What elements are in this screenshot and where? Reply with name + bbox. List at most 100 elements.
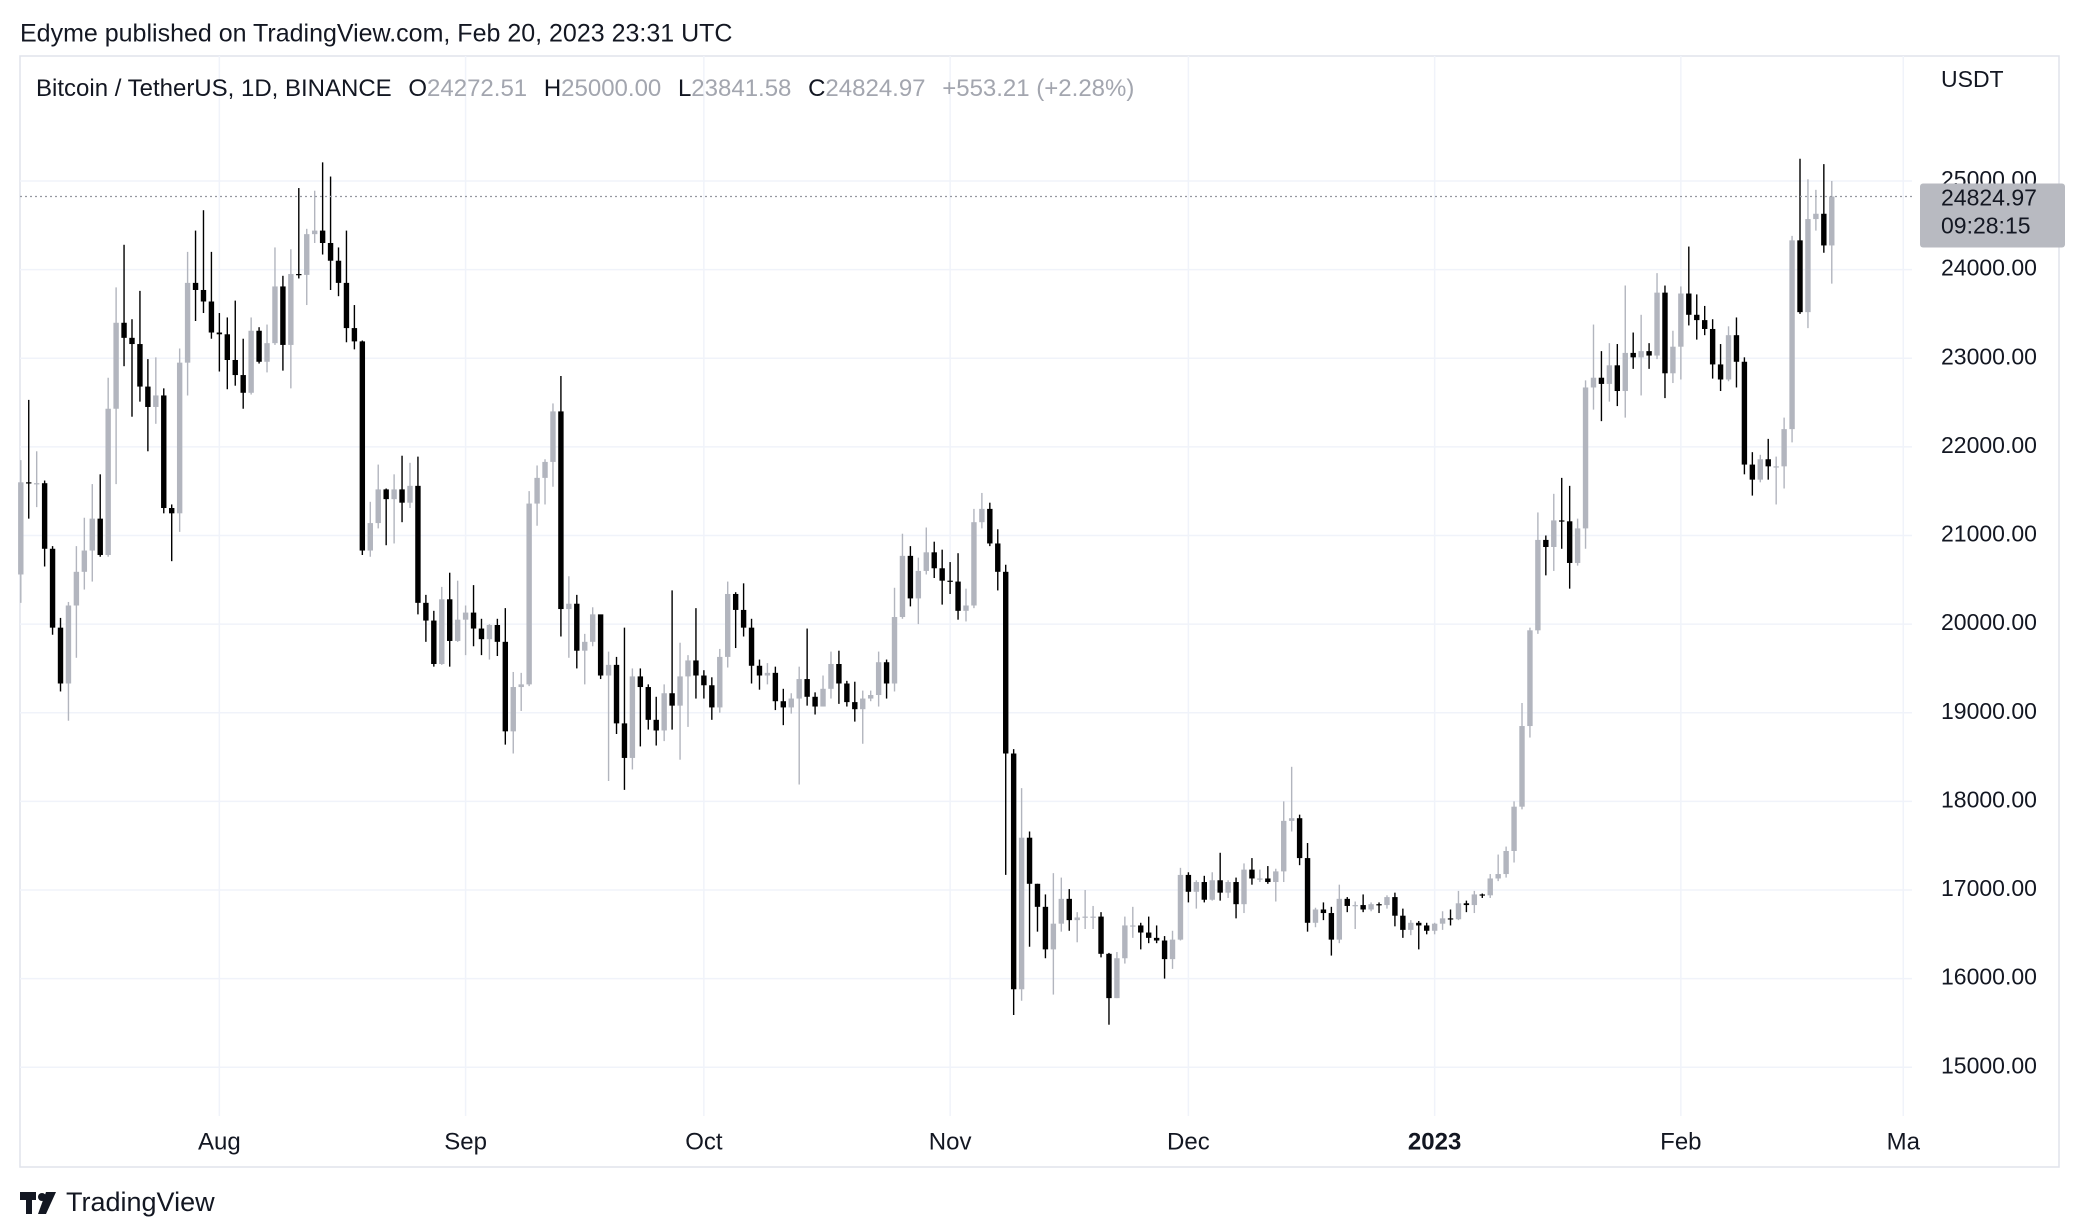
ohlc-key: L — [678, 75, 691, 102]
candle-body — [391, 489, 397, 500]
candle-body — [1114, 958, 1120, 999]
candle-body — [1598, 377, 1605, 384]
candle-body — [709, 685, 715, 708]
candle-body — [1003, 571, 1009, 754]
y-tick-label: 20000.00 — [1941, 609, 2037, 635]
candle-body — [343, 282, 350, 329]
candle-body — [1535, 539, 1541, 631]
candle-body — [526, 503, 532, 685]
candle-body — [272, 286, 278, 344]
candle-body — [1455, 903, 1462, 920]
candle-body — [399, 489, 405, 503]
candle-body — [1416, 922, 1422, 926]
candle-body — [1233, 882, 1239, 905]
candle-body — [1503, 851, 1509, 875]
candle-body — [1662, 292, 1668, 374]
candle-body — [693, 660, 699, 676]
candle-body — [923, 552, 929, 571]
candle-body — [1511, 806, 1517, 851]
unit-backdrop — [1914, 60, 2058, 102]
legend-line: Bitcoin / TetherUS, 1D, BINANCE O24272.5… — [36, 75, 1134, 102]
candle-body — [1614, 365, 1621, 392]
candle-body — [153, 395, 159, 407]
y-tick-label: 16000.00 — [1941, 964, 2037, 990]
candle-body — [1447, 918, 1454, 920]
candle-body — [1193, 882, 1200, 892]
candle-body — [423, 602, 429, 621]
candle-body — [677, 676, 683, 706]
candle-body — [137, 344, 143, 387]
candle-body — [971, 522, 977, 606]
candle-body — [1471, 894, 1478, 906]
x-tick-label: 2023 — [1408, 1128, 1461, 1155]
candle-body — [311, 230, 318, 235]
candle-body — [216, 332, 223, 335]
candle-body — [1559, 520, 1565, 522]
candle-body — [582, 641, 588, 651]
candle-body — [1423, 925, 1430, 931]
candle-body — [169, 508, 175, 514]
candle-body — [804, 679, 810, 697]
candle-body — [248, 330, 254, 393]
candle-body — [1352, 905, 1358, 907]
candle-body — [1590, 377, 1597, 388]
candle-body — [502, 641, 509, 732]
candle-body — [1543, 539, 1549, 548]
candle-body — [566, 603, 572, 610]
candle-body — [979, 508, 985, 523]
candle-body — [542, 461, 548, 478]
candle-body — [367, 523, 373, 551]
y-tick-label: 17000.00 — [1941, 875, 2037, 901]
candle-body — [1058, 898, 1065, 924]
candle-body — [121, 322, 127, 338]
candle-body — [184, 282, 191, 363]
candle-body — [359, 341, 366, 551]
candle-body — [907, 555, 914, 599]
candle-body — [1638, 351, 1644, 358]
candle-body — [987, 508, 993, 544]
candle-body — [439, 599, 445, 664]
candle-body — [1622, 352, 1628, 392]
candle-body — [1606, 365, 1613, 384]
candle-body — [510, 687, 516, 732]
candle-body — [1717, 364, 1724, 380]
candle-body — [883, 662, 890, 684]
candle-body — [645, 687, 651, 720]
candle-body — [1400, 915, 1406, 930]
candle-body — [1709, 328, 1716, 365]
x-tick-label: Sep — [444, 1128, 487, 1155]
candle-body — [1701, 320, 1708, 329]
x-tick-label: Ma — [1887, 1128, 1921, 1155]
x-tick-label: Dec — [1167, 1128, 1210, 1155]
candle-body — [836, 663, 842, 684]
candle-body — [65, 605, 72, 684]
candle-body — [1288, 818, 1295, 821]
candle-body — [447, 599, 453, 641]
candle-body — [1161, 940, 1168, 960]
candles — [18, 158, 1912, 1025]
candle-body — [1495, 874, 1501, 879]
candle-body — [1479, 894, 1485, 896]
price-tag — [1920, 183, 2065, 248]
logo-shape — [26, 1192, 32, 1214]
x-tick-label: Feb — [1660, 1128, 1701, 1155]
candle-body — [1344, 898, 1350, 906]
candle-body — [280, 286, 286, 345]
candle-body — [327, 243, 334, 261]
candle-body — [1145, 932, 1152, 938]
candle-body — [860, 698, 866, 710]
candle-body — [1630, 352, 1636, 358]
candle-body — [1241, 869, 1247, 905]
candle-body — [939, 568, 945, 581]
ohlc-value: 25000.00 — [561, 75, 661, 102]
candle-body — [1519, 726, 1525, 807]
candle-body — [1392, 897, 1398, 916]
candle-body — [1328, 913, 1335, 940]
candle-body — [1018, 837, 1025, 990]
candle-body — [232, 359, 238, 376]
candle-body — [296, 274, 302, 276]
candle-body — [748, 627, 755, 666]
candle-body — [1813, 213, 1819, 220]
candle-body — [947, 580, 953, 582]
